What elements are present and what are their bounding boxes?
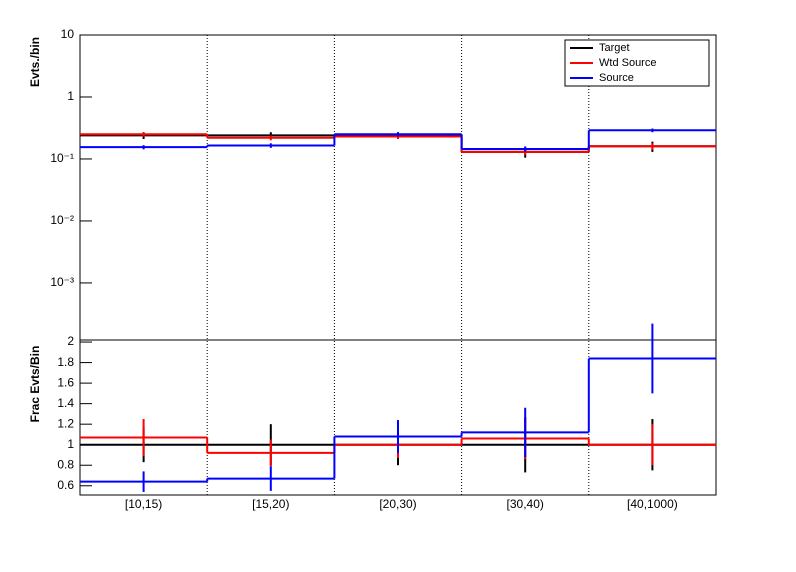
y-tick-label: 10⁻¹ bbox=[50, 151, 74, 165]
y-tick-label: 1.2 bbox=[57, 416, 74, 430]
y-tick-label: 1 bbox=[67, 89, 74, 103]
y-tick-label: 1.8 bbox=[57, 355, 74, 369]
y-tick-label: 10⁻³ bbox=[50, 275, 74, 289]
y-tick-label: 1.4 bbox=[57, 396, 74, 410]
y-tick-label: 0.6 bbox=[57, 478, 74, 492]
x-tick-label: [40,1000) bbox=[627, 497, 678, 511]
legend-label: Source bbox=[599, 72, 634, 84]
y-tick-label: 10 bbox=[61, 27, 75, 41]
y-tick-label: 0.8 bbox=[57, 457, 74, 471]
y-axis-title: Frac Evts/Bin bbox=[28, 346, 42, 423]
y-tick-label: 10⁻² bbox=[50, 213, 74, 227]
bottom-frame bbox=[79, 339, 717, 496]
x-tick-label: [15,20) bbox=[252, 497, 289, 511]
y-tick-label: 2 bbox=[67, 334, 74, 348]
x-tick-label: [20,30) bbox=[379, 497, 416, 511]
y-axis-title: Evts./bin bbox=[28, 37, 42, 87]
legend-label: Target bbox=[599, 42, 630, 54]
legend-label: Wtd Source bbox=[599, 57, 656, 69]
y-tick-label: 1.6 bbox=[57, 375, 74, 389]
x-tick-label: [30,40) bbox=[507, 497, 544, 511]
x-tick-label: [10,15) bbox=[125, 497, 162, 511]
y-tick-label: 1 bbox=[67, 437, 74, 451]
